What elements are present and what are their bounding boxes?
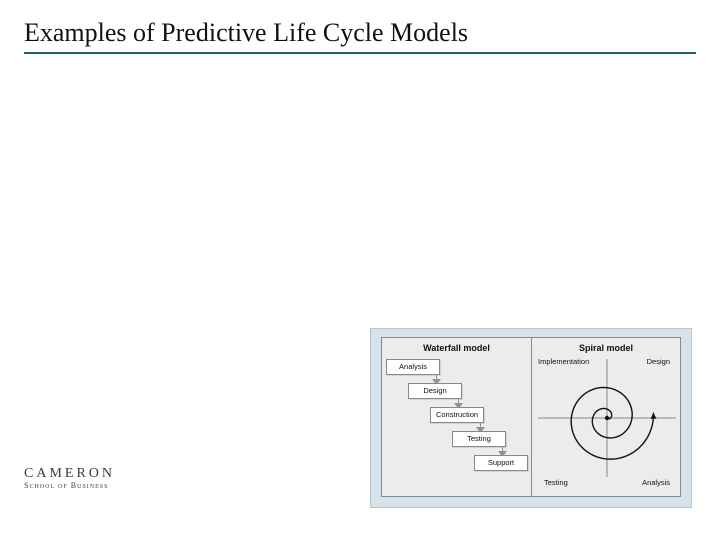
page-title: Examples of Predictive Life Cycle Models	[24, 18, 696, 52]
quadrant-tl: Implementation	[538, 357, 589, 366]
brand-line2: School of Business	[24, 481, 115, 490]
quadrant-bl: Testing	[544, 478, 568, 487]
waterfall-step: Design	[408, 383, 462, 399]
waterfall-step: Construction	[430, 407, 484, 423]
title-rule	[24, 52, 696, 54]
spiral-title: Spiral model	[532, 343, 680, 353]
spiral-center-dot	[605, 416, 609, 420]
brand-line1: CAMERON	[24, 466, 115, 482]
waterfall-step: Support	[474, 455, 528, 471]
slide: Examples of Predictive Life Cycle Models…	[0, 0, 720, 540]
waterfall-step: Testing	[452, 431, 506, 447]
spiral-path	[571, 388, 653, 460]
waterfall-column: Waterfall model Analysis Design Constructi…	[382, 338, 531, 496]
quadrant-br: Analysis	[642, 478, 670, 487]
waterfall-title: Waterfall model	[382, 343, 531, 353]
spiral-arrow-icon	[651, 413, 657, 419]
models-panel: Waterfall model Analysis Design Constructi…	[370, 328, 692, 508]
brand-logo: CAMERON School of Business	[24, 466, 115, 490]
title-block: Examples of Predictive Life Cycle Models	[24, 18, 696, 54]
spiral-column: Spiral model Implementation Design Testi…	[531, 338, 680, 496]
spiral-svg	[532, 357, 682, 485]
waterfall-step: Analysis	[386, 359, 440, 375]
models-panel-inner: Waterfall model Analysis Design Constructi…	[381, 337, 681, 497]
quadrant-tr: Design	[647, 357, 670, 366]
waterfall-diagram: Analysis Design Construction Testing Support	[382, 353, 531, 491]
spiral-diagram: Implementation Design Testing Analysis	[532, 353, 680, 491]
